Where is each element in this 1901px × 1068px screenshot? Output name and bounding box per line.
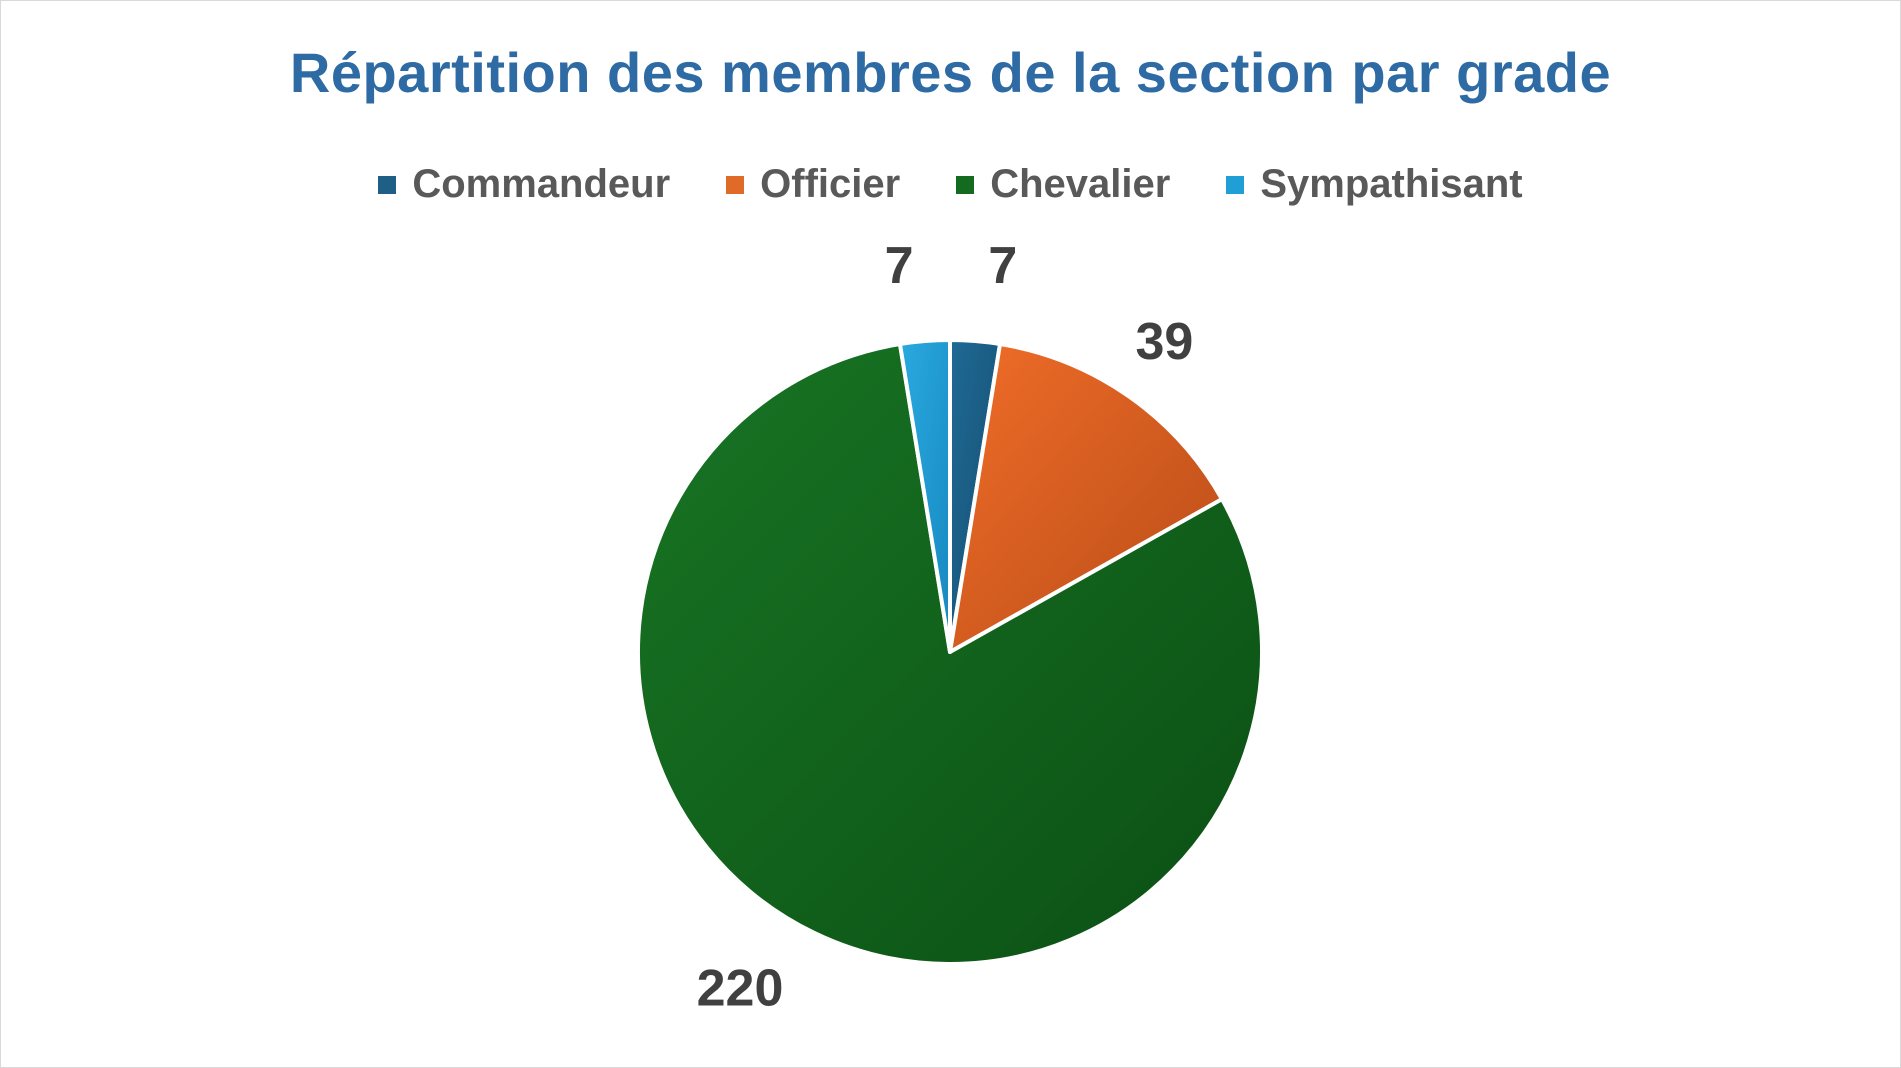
- pie-data-labels: 7 39 220 7: [697, 237, 1194, 1018]
- chart-title: Répartition des membres de la section pa…: [289, 41, 1612, 104]
- pie-slice-sympathisant: [897, 338, 952, 654]
- legend-label: Chevalier: [990, 162, 1171, 206]
- legend-item-chevalier: Chevalier: [956, 162, 1170, 207]
- legend-swatch: [378, 175, 397, 194]
- pie-slices: [636, 338, 1264, 966]
- data-label-sympathisant: 7: [885, 237, 914, 295]
- legend-swatch: [726, 175, 745, 194]
- data-label-commandeur: 7: [988, 237, 1017, 295]
- legend-swatch: [956, 175, 975, 194]
- data-label-chevalier: 220: [697, 960, 784, 1018]
- chart-legend: Commandeur Officier Chevalier Sympathisant: [0, 162, 1901, 207]
- legend-item-officier: Officier: [726, 162, 900, 207]
- legend-item-commandeur: Commandeur: [378, 162, 670, 207]
- data-label-officier: 39: [1136, 313, 1194, 371]
- legend-label: Sympathisant: [1260, 162, 1523, 206]
- pie-slice-officier: [948, 342, 1224, 654]
- legend-swatch: [1226, 175, 1245, 194]
- legend-item-sympathisant: Sympathisant: [1226, 162, 1523, 207]
- legend-label: Commandeur: [412, 162, 671, 206]
- legend-label: Officier: [760, 162, 901, 206]
